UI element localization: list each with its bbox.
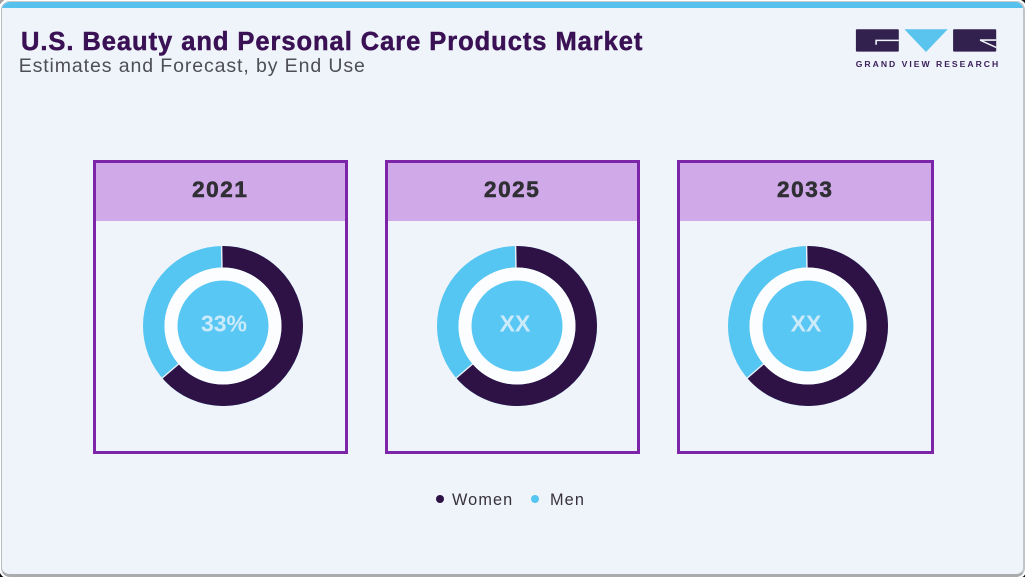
svg-text:XX: XX bbox=[499, 310, 530, 336]
svg-text:XX: XX bbox=[790, 310, 821, 336]
svg-text:33%: 33% bbox=[200, 310, 246, 336]
svg-text:GRAND VIEW RESEARCH: GRAND VIEW RESEARCH bbox=[856, 59, 1000, 69]
